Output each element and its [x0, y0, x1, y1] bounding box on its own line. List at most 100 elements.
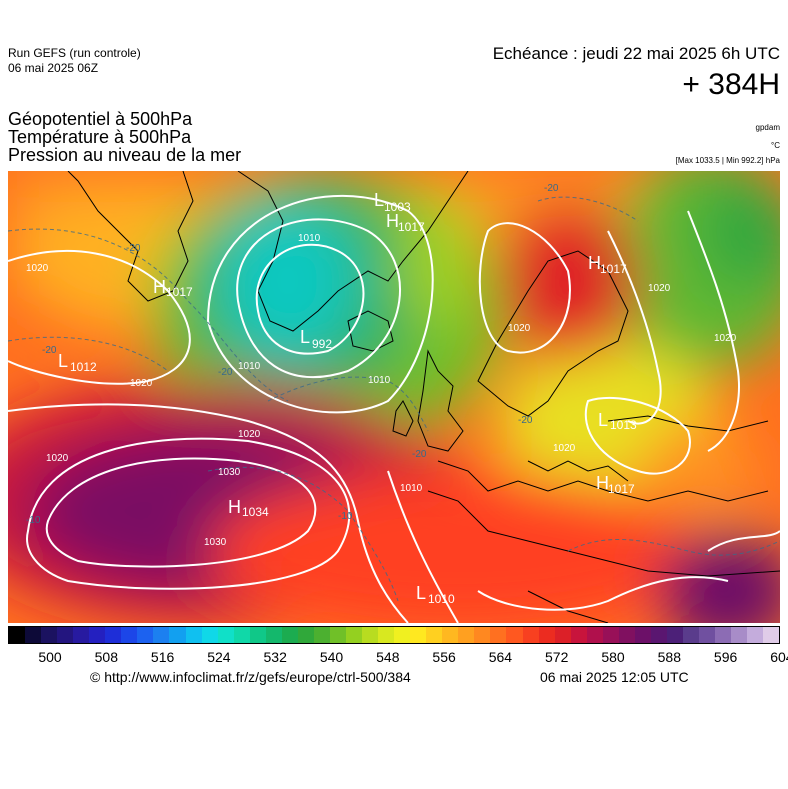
weather-map: H 1034 L 992 L 1003 H 1017 H 1017 L 1012… [8, 171, 780, 623]
isobars [8, 194, 780, 623]
color-swatch [73, 627, 90, 643]
color-swatch [89, 627, 106, 643]
pressure-center-letter: H [596, 473, 609, 493]
color-swatch [378, 627, 395, 643]
isotherm-label: -10 [26, 515, 41, 526]
color-swatch [153, 627, 170, 643]
color-swatch [522, 627, 539, 643]
color-swatch [731, 627, 748, 643]
color-swatch [634, 627, 651, 643]
source-url: © http://www.infoclimat.fr/z/gefs/europe… [90, 669, 411, 685]
color-scale-tick-label: 556 [432, 649, 456, 665]
pressure-center-value: 1012 [70, 360, 97, 374]
max-min-pressure: [Max 1033.5 | Min 992.2] hPa [675, 156, 780, 165]
isobar-label: 1010 [368, 375, 391, 386]
color-scale-tick-label: 580 [601, 649, 625, 665]
color-scale-tick-label: 500 [38, 649, 62, 665]
color-swatch [506, 627, 523, 643]
color-swatch [682, 627, 700, 643]
unit-gpdam: gpdam [755, 123, 780, 132]
pressure-center-value: 992 [312, 337, 332, 351]
color-swatch [265, 627, 282, 643]
geopotential-field [8, 171, 780, 623]
color-scale-tick-label: 524 [207, 649, 231, 665]
isobar-label: 1030 [218, 467, 241, 478]
color-swatch [747, 627, 764, 643]
color-swatch [25, 627, 42, 643]
pressure-center-letter: L [300, 327, 310, 347]
isotherm-labels: -20 -20 -20 -20 -10 -10 -20 -20 [26, 183, 559, 526]
run-name: Run GEFS (run controle) [8, 46, 141, 60]
pressure-center-letter: H [588, 253, 601, 273]
color-swatch [329, 627, 346, 643]
color-scale-tick-label: 548 [376, 649, 400, 665]
isobar-label: 1010 [400, 483, 423, 494]
color-swatch [602, 627, 619, 643]
pressure-center-letter: L [416, 583, 426, 603]
isotherm-label: -20 [544, 183, 559, 194]
color-swatch [57, 627, 74, 643]
color-swatch [41, 627, 58, 643]
color-swatch [201, 627, 218, 643]
isotherm-label: -20 [126, 243, 141, 254]
isobar-label: 1020 [648, 283, 671, 294]
pressure-center-letter: H [228, 497, 241, 517]
param-geopotential: Géopotentiel à 500hPa [8, 109, 193, 129]
pressure-center-letter: H [153, 277, 166, 297]
color-swatch [9, 627, 26, 643]
color-scale-tick-label: 540 [319, 649, 344, 665]
isobar-label: 1020 [130, 378, 153, 389]
pressure-center-value: 1034 [242, 505, 269, 519]
pressure-center-value: 1017 [398, 220, 425, 234]
color-swatch [586, 627, 603, 643]
isotherm-label: -20 [518, 415, 533, 426]
color-swatch [763, 627, 780, 643]
color-swatch [570, 627, 587, 643]
isobar-label: 1020 [46, 453, 69, 464]
color-swatch [458, 627, 475, 643]
pressure-center-value: 1017 [600, 262, 627, 276]
color-swatch [169, 627, 186, 643]
isotherm-label: -20 [412, 449, 427, 460]
color-swatch [699, 627, 716, 643]
color-swatch [426, 627, 443, 643]
forecast-valid-time: Echéance : jeudi 22 mai 2025 6h UTC [492, 44, 780, 63]
isotherm-label: -20 [218, 367, 233, 378]
color-scale [8, 626, 780, 644]
isobar-labels: 1020 1020 1020 1020 1030 1030 1010 1010 … [26, 233, 737, 548]
temperature-isotherms [8, 196, 780, 602]
color-swatch [394, 627, 411, 643]
color-scale-tick-label: 572 [545, 649, 569, 665]
color-swatch [490, 627, 507, 643]
isotherm-label: -20 [42, 345, 57, 356]
isobar-label: 1020 [508, 323, 531, 334]
color-swatch [666, 627, 683, 643]
pressure-center-value: 1013 [610, 418, 637, 432]
pressure-center-letter: L [58, 351, 68, 371]
color-swatch [650, 627, 667, 643]
color-swatch [137, 627, 154, 643]
color-scale-tick-label: 588 [657, 649, 681, 665]
generated-time: 06 mai 2025 12:05 UTC [540, 669, 689, 685]
pressure-center-value: 1017 [608, 482, 635, 496]
color-swatch [618, 627, 635, 643]
isobar-label: 1010 [298, 233, 321, 244]
color-swatch [410, 627, 427, 643]
forecast-horizon: + 384H [682, 68, 780, 101]
color-swatch [249, 627, 266, 643]
color-swatch [442, 627, 459, 643]
param-temperature: Température à 500hPa [8, 127, 192, 147]
pressure-center-value: 1010 [428, 592, 455, 606]
color-swatch [313, 627, 330, 643]
isobar-label: 1020 [553, 443, 576, 454]
isobar-label: 1030 [204, 537, 227, 548]
color-swatch [362, 627, 379, 643]
color-swatch [121, 627, 138, 643]
color-swatch [715, 627, 732, 643]
color-scale-tick-label: 604 [770, 649, 788, 665]
isobar-label: 1020 [238, 429, 261, 440]
pressure-center-letter: L [374, 190, 384, 210]
pressure-center-letter: H [386, 211, 399, 231]
color-swatch [233, 627, 250, 643]
color-scale-tick-label: 596 [713, 649, 738, 665]
